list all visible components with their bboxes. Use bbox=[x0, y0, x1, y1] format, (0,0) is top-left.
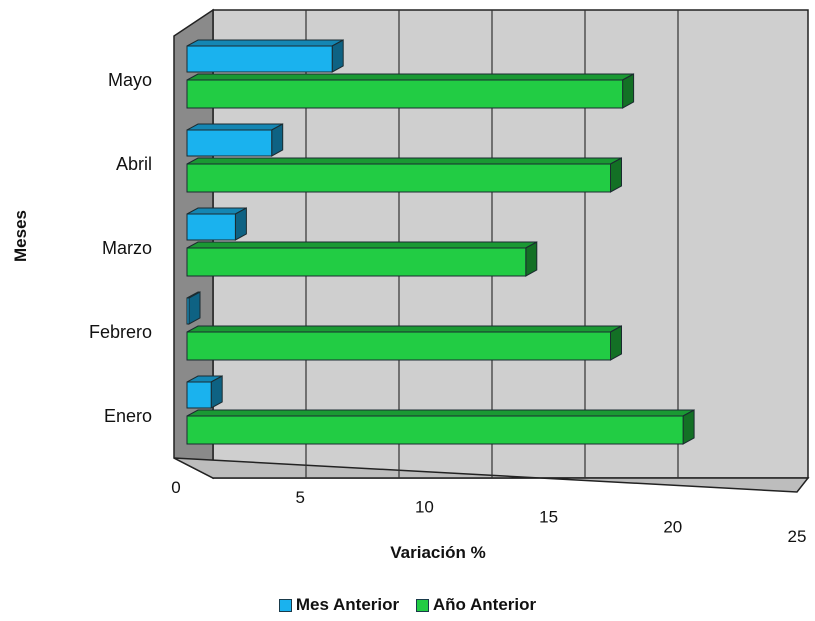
bar bbox=[186, 157, 622, 193]
x-tick-labels: 0 5 10 15 20 25 bbox=[171, 478, 806, 546]
legend-item-ano-anterior: Año Anterior bbox=[415, 595, 537, 615]
category-label: Febrero bbox=[89, 322, 152, 342]
category-label: Marzo bbox=[102, 238, 152, 258]
legend-label-ano-anterior: Año Anterior bbox=[432, 595, 537, 614]
legend-swatch-mes-anterior bbox=[278, 598, 292, 612]
bar bbox=[186, 73, 635, 109]
bar bbox=[186, 375, 223, 409]
x-tick-label: 25 bbox=[788, 527, 807, 546]
category-labels: Enero Febrero Marzo Abril Mayo bbox=[89, 70, 152, 426]
bar bbox=[186, 123, 284, 157]
x-tick-label: 15 bbox=[539, 508, 558, 527]
legend-item-mes-anterior: Mes Anterior bbox=[278, 595, 400, 615]
category-label: Enero bbox=[104, 406, 152, 426]
y-axis-title: Meses bbox=[11, 210, 30, 262]
bar bbox=[186, 207, 247, 241]
legend-label-mes-anterior: Mes Anterior bbox=[295, 595, 400, 614]
plot-floor bbox=[173, 457, 810, 493]
bars bbox=[186, 39, 695, 445]
bar bbox=[186, 291, 201, 325]
legend: Mes Anterior Año Anterior bbox=[0, 595, 815, 617]
bar bbox=[186, 241, 538, 277]
bar bbox=[186, 409, 695, 445]
category-label: Abril bbox=[116, 154, 152, 174]
category-label: Mayo bbox=[108, 70, 152, 90]
bar bbox=[186, 325, 622, 361]
x-tick-label: 20 bbox=[663, 517, 682, 536]
x-tick-label: 0 bbox=[171, 478, 180, 497]
x-tick-label: 5 bbox=[295, 488, 304, 507]
bar bbox=[186, 39, 344, 73]
x-tick-label: 10 bbox=[415, 498, 434, 517]
legend-swatch-ano-anterior bbox=[415, 598, 429, 612]
x-axis-title: Variación % bbox=[390, 543, 485, 562]
